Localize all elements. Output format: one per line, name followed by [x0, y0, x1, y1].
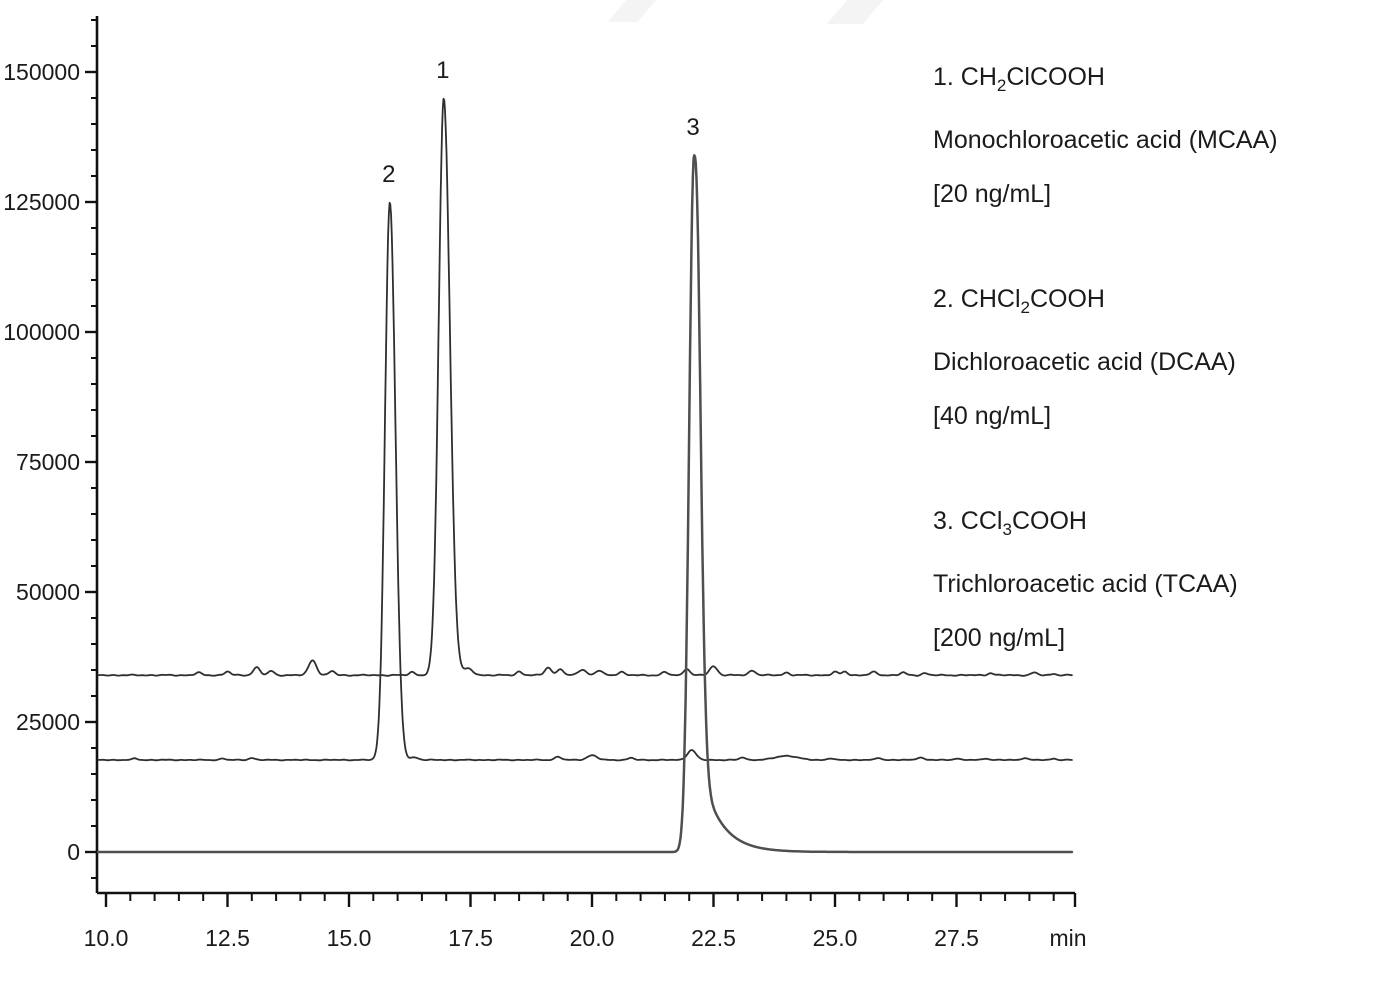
y-axis-tick-label: 150000 — [3, 59, 80, 85]
legend-formula: 1. CH2ClCOOH — [933, 63, 1105, 95]
trace-dcaa — [97, 201, 1073, 762]
x-axis-tick-label: 12.5 — [205, 925, 250, 951]
peak-label-3: 3 — [686, 114, 699, 141]
legend-item-mcaa: 1. CH2ClCOOH Monochloroacetic acid (MCAA… — [933, 50, 1278, 221]
legend: 1. CH2ClCOOH Monochloroacetic acid (MCAA… — [933, 50, 1278, 716]
x-axis-tick-label: 25.0 — [813, 925, 858, 951]
peak-label-1: 1 — [436, 57, 449, 84]
y-axis-tick-label: 0 — [67, 839, 80, 865]
x-axis-tick-label: 10.0 — [84, 925, 129, 951]
x-axis-tick-label: 22.5 — [691, 925, 736, 951]
legend-item-tcaa: 3. CCl3COOH Trichloroacetic acid (TCAA) … — [933, 494, 1278, 665]
peak-label-2: 2 — [382, 161, 395, 188]
y-axis-tick-label: 125000 — [3, 189, 80, 215]
y-axis-tick-label: 75000 — [16, 449, 80, 475]
legend-concentration: [200 ng/mL] — [933, 624, 1066, 652]
trace-mcaa — [97, 97, 1073, 677]
y-axis-tick-label: 25000 — [16, 709, 80, 735]
x-axis-unit-label: min — [1049, 925, 1086, 951]
trace-tcaa — [96, 154, 1074, 854]
x-axis-tick-label: 20.0 — [570, 925, 615, 951]
legend-formula: 2. CHCl2COOH — [933, 285, 1105, 317]
x-axis-tick-label: 15.0 — [327, 925, 372, 951]
legend-compound-name: Trichloroacetic acid (TCAA) — [933, 570, 1238, 598]
legend-compound-name: Monochloroacetic acid (MCAA) — [933, 126, 1278, 154]
legend-compound-name: Dichloroacetic acid (DCAA) — [933, 348, 1236, 376]
legend-concentration: [40 ng/mL] — [933, 402, 1052, 430]
legend-item-dcaa: 2. CHCl2COOH Dichloroacetic acid (DCAA) … — [933, 272, 1278, 443]
x-axis-tick-label: 17.5 — [448, 925, 493, 951]
y-axis-tick-label: 50000 — [16, 579, 80, 605]
x-axis-tick-label: 27.5 — [934, 925, 979, 951]
legend-formula: 3. CCl3COOH — [933, 507, 1087, 539]
y-axis-tick-label: 100000 — [3, 319, 80, 345]
legend-concentration: [20 ng/mL] — [933, 180, 1052, 208]
